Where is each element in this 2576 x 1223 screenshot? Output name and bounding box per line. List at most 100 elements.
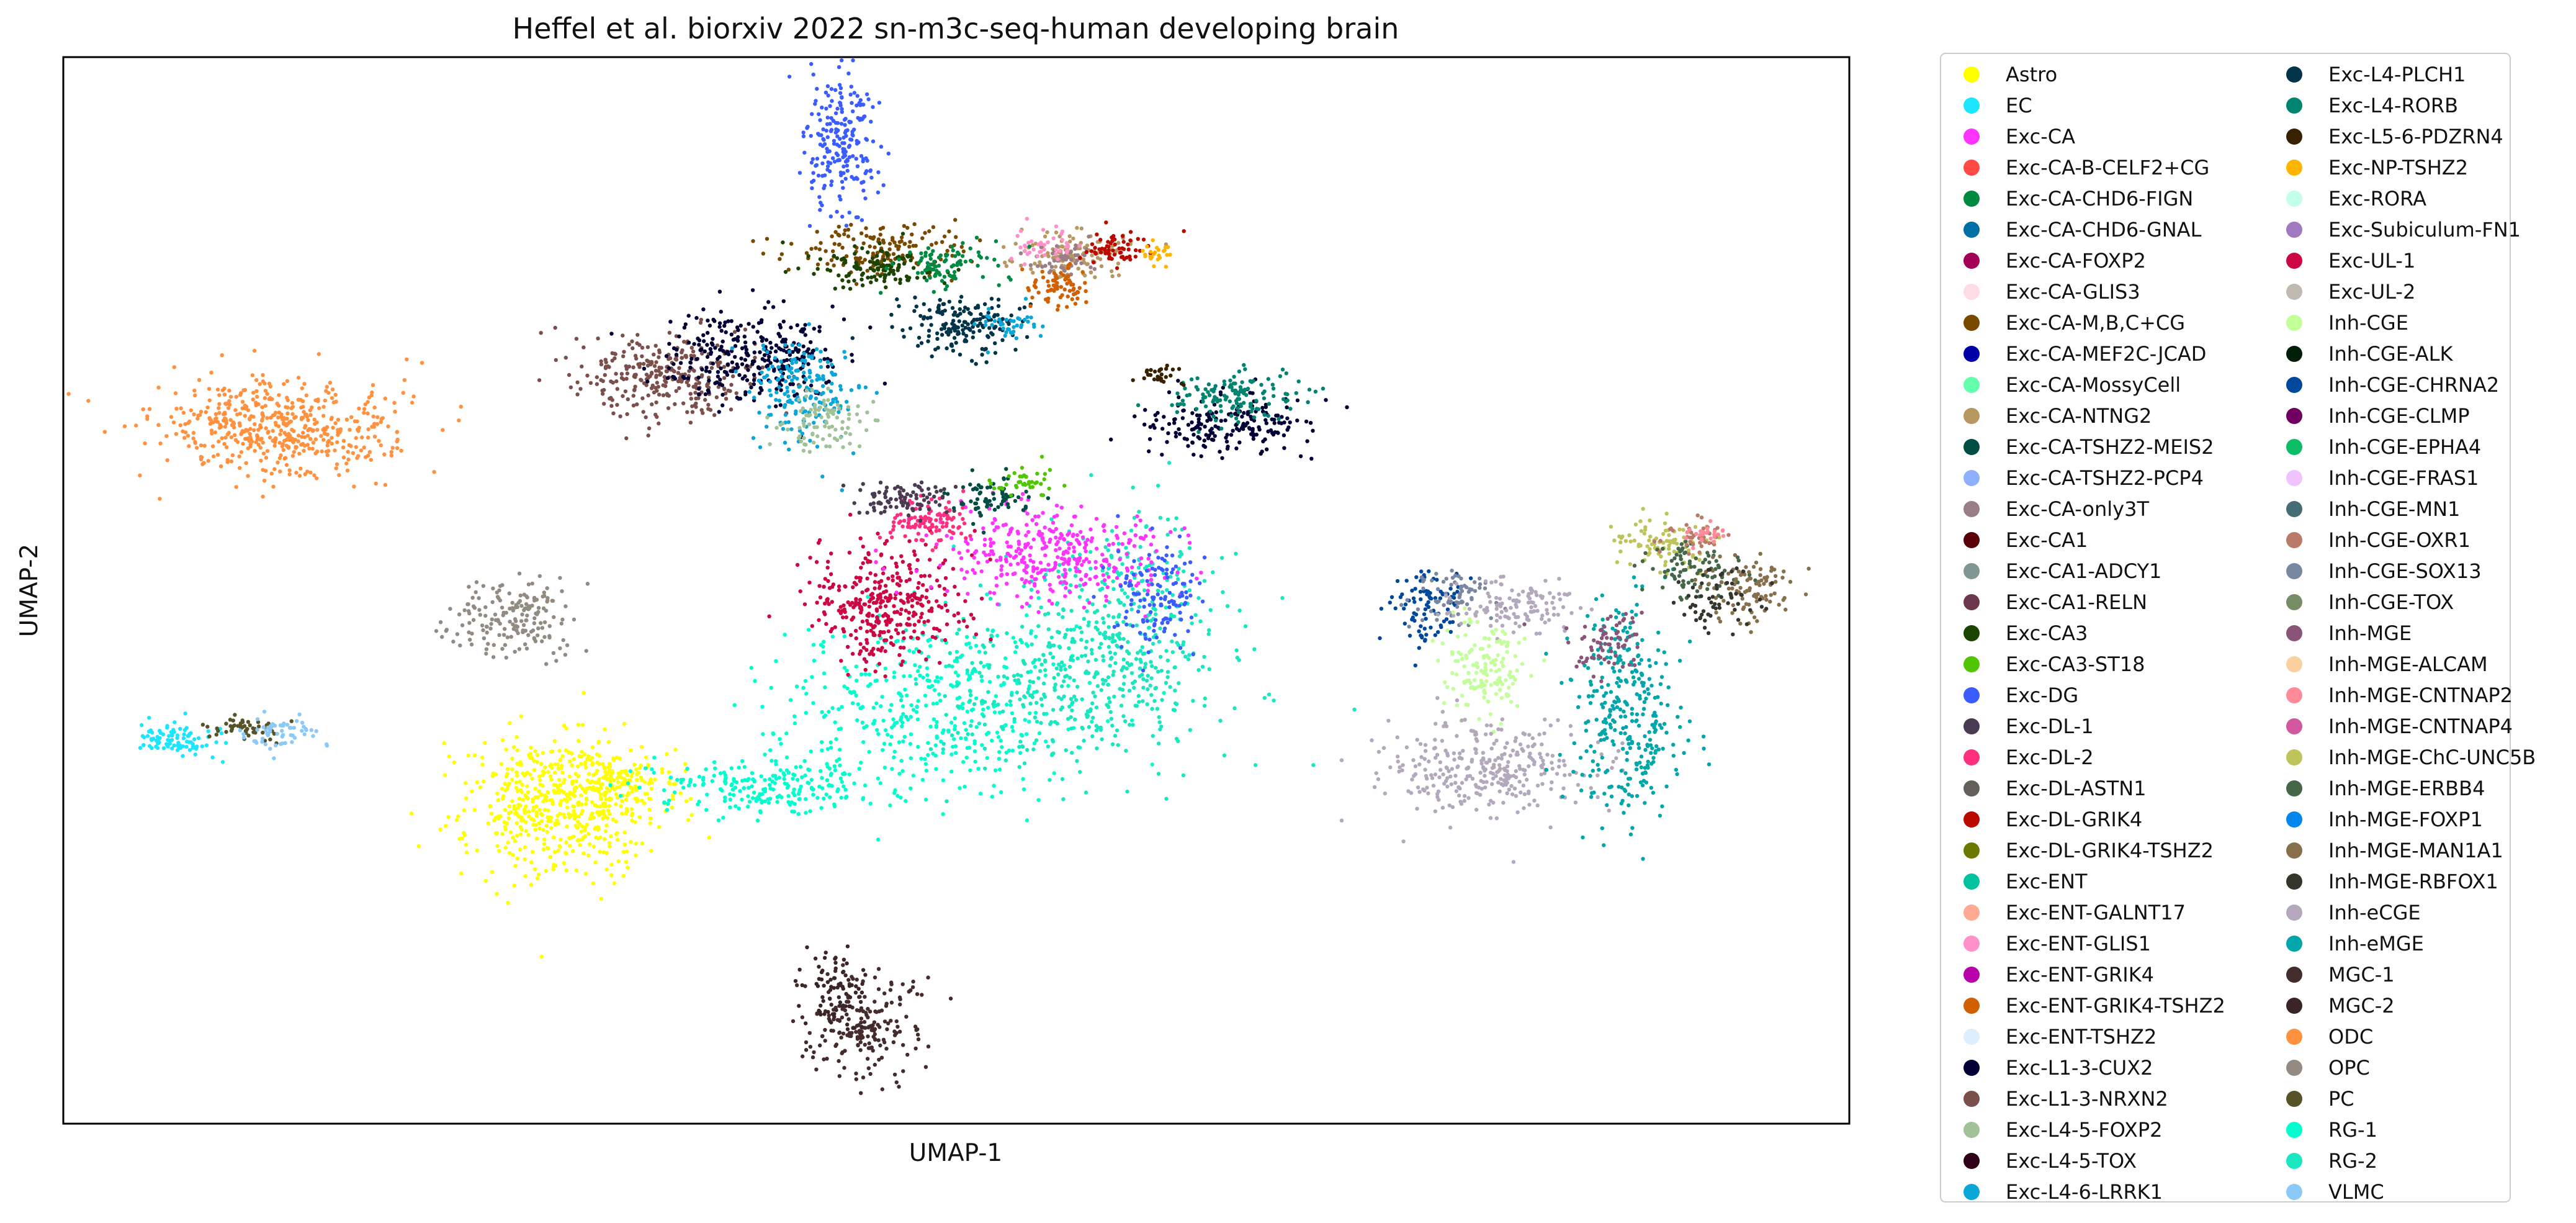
scatter-point: [877, 662, 882, 666]
scatter-point: [590, 800, 595, 805]
scatter-point: [467, 585, 471, 589]
scatter-point: [933, 500, 938, 504]
scatter-point: [861, 482, 865, 486]
scatter-point: [250, 373, 255, 377]
scatter-point: [1211, 570, 1215, 574]
scatter-point: [979, 513, 984, 518]
scatter-point: [1056, 672, 1061, 677]
scatter-point: [895, 571, 899, 575]
scatter-point: [997, 485, 1002, 490]
scatter-point: [621, 849, 626, 854]
scatter-point: [1139, 556, 1144, 561]
scatter-point: [927, 679, 931, 683]
scatter-point: [1028, 558, 1033, 562]
scatter-point: [878, 781, 883, 785]
scatter-point: [272, 467, 277, 471]
scatter-point: [851, 605, 856, 610]
scatter-point: [873, 580, 877, 584]
scatter-point: [1199, 571, 1203, 575]
scatter-point: [608, 798, 612, 802]
scatter-point: [601, 392, 605, 396]
scatter-point: [1038, 561, 1043, 565]
scatter-point: [957, 620, 961, 624]
scatter-point: [506, 783, 510, 788]
scatter-point: [285, 411, 290, 416]
scatter-point: [649, 787, 654, 791]
scatter-point: [1138, 562, 1143, 567]
scatter-point: [854, 984, 858, 988]
scatter-point: [1033, 715, 1038, 720]
scatter-point: [910, 598, 915, 603]
scatter-point: [1090, 536, 1095, 541]
scatter-point: [745, 378, 750, 382]
scatter-point: [909, 635, 913, 639]
scatter-point: [1089, 539, 1093, 543]
scatter-point: [876, 837, 881, 842]
scatter-point: [742, 765, 747, 769]
scatter-point: [961, 760, 966, 764]
scatter-point: [1133, 523, 1138, 528]
scatter-point: [926, 975, 930, 980]
scatter-point: [1036, 676, 1041, 680]
scatter-point: [575, 380, 580, 385]
scatter-point: [1186, 629, 1190, 633]
scatter-point: [362, 410, 366, 415]
scatter-point: [511, 622, 515, 626]
scatter-point: [372, 435, 377, 439]
scatter-point: [383, 482, 388, 487]
scatter-point: [285, 398, 290, 403]
scatter-point: [532, 621, 537, 625]
scatter-point: [846, 1017, 851, 1021]
scatter-point: [982, 543, 987, 548]
scatter-point: [1106, 719, 1110, 723]
scatter-point: [752, 372, 756, 377]
scatter-point: [1000, 492, 1005, 496]
scatter-point: [276, 424, 281, 428]
scatter-point: [882, 991, 887, 996]
scatter-point: [825, 364, 830, 369]
scatter-point: [786, 793, 791, 798]
scatter-point: [514, 619, 518, 623]
scatter-point: [820, 786, 825, 790]
scatter-point: [964, 634, 969, 639]
scatter-point: [898, 591, 903, 596]
scatter-point: [281, 448, 285, 453]
scatter-point: [225, 445, 229, 449]
scatter-point: [975, 487, 979, 492]
scatter-point: [581, 691, 586, 695]
scatter-point: [1020, 466, 1025, 470]
scatter-point: [830, 179, 834, 184]
scatter-point: [464, 851, 469, 855]
scatter-point: [928, 525, 933, 530]
scatter-point: [867, 599, 872, 604]
scatter-point: [990, 629, 995, 633]
scatter-point: [232, 723, 236, 728]
scatter-point: [963, 599, 967, 603]
scatter-point: [877, 580, 881, 585]
scatter-point: [248, 426, 253, 431]
scatter-point: [720, 788, 724, 793]
scatter-point: [866, 1015, 870, 1020]
scatter-point: [1038, 669, 1043, 674]
scatter-point: [927, 500, 931, 505]
scatter-point: [760, 705, 765, 709]
scatter-point: [850, 101, 854, 105]
scatter-point: [1033, 665, 1038, 669]
scatter-point: [871, 625, 876, 630]
scatter-point: [819, 806, 824, 810]
scatter-point: [1142, 598, 1147, 602]
scatter-point: [1165, 658, 1170, 663]
scatter-point: [1157, 720, 1162, 724]
scatter-point: [325, 443, 330, 448]
scatter-point: [1084, 639, 1089, 644]
scatter-point: [992, 528, 997, 533]
scatter-point: [750, 784, 754, 788]
scatter-point: [637, 815, 642, 819]
scatter-point: [836, 128, 840, 133]
scatter-point: [1188, 728, 1193, 733]
scatter-point: [580, 802, 584, 806]
scatter-point: [910, 507, 915, 511]
scatter-point: [897, 575, 902, 580]
scatter-point: [1127, 584, 1131, 588]
scatter-point: [881, 567, 886, 571]
